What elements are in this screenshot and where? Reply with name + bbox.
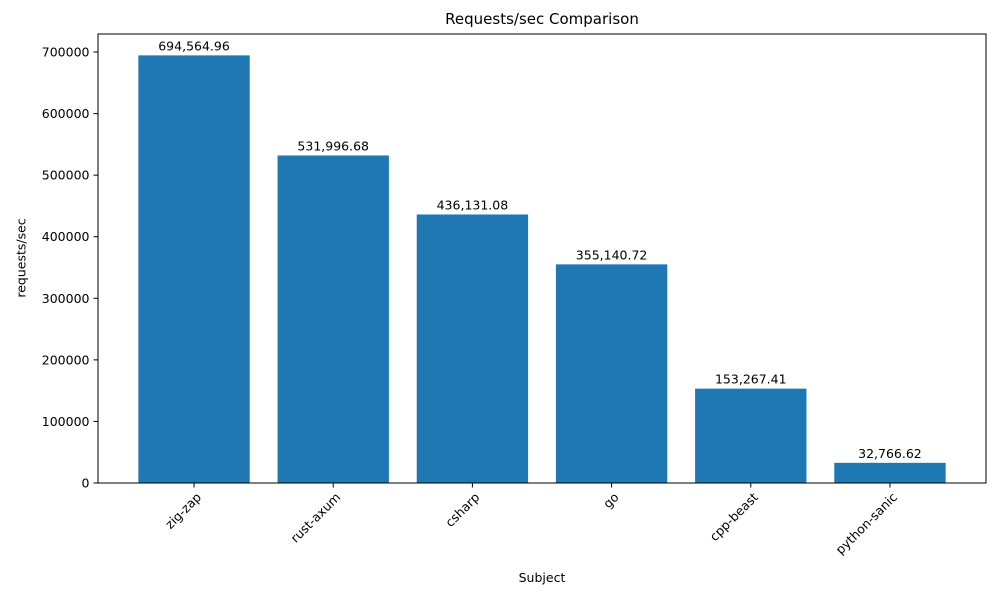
y-tick-label: 0 — [82, 476, 90, 491]
bar-zig-zap — [138, 55, 250, 483]
bar-csharp — [416, 214, 529, 484]
bar-value-label: 32,766.62 — [858, 446, 922, 461]
bar-go — [555, 264, 668, 483]
plot-border — [97, 33, 987, 484]
x-tick-label: cpp-beast — [706, 489, 760, 543]
y-tick-label: 500000 — [42, 168, 90, 183]
x-tick-label: rust-axum — [287, 490, 343, 546]
x-tick-label: zig-zap — [162, 489, 204, 531]
bar-value-label: 436,131.08 — [437, 197, 509, 212]
y-tick-label: 200000 — [42, 352, 90, 367]
y-tick-label: 600000 — [42, 106, 90, 121]
x-tick-label: python-sanic — [832, 489, 900, 557]
bar-cpp-beast — [695, 388, 807, 483]
y-tick-label: 400000 — [42, 229, 90, 244]
y-tick-label: 700000 — [42, 45, 90, 60]
bar-value-label: 355,140.72 — [576, 247, 648, 262]
bar-value-label: 153,267.41 — [715, 372, 787, 387]
bar-value-label: 694,564.96 — [158, 38, 230, 53]
x-axis-title: Subject — [518, 570, 566, 585]
chart-title: Requests/sec Comparison — [445, 10, 639, 28]
y-tick-label: 300000 — [42, 291, 90, 306]
bar-python-sanic — [834, 462, 946, 483]
bar-rust-axum — [277, 155, 389, 483]
y-tick-label: 100000 — [42, 414, 90, 429]
x-tick-label: csharp — [442, 489, 482, 529]
x-tick-label: go — [600, 490, 622, 512]
bar-value-label: 531,996.68 — [297, 138, 369, 153]
